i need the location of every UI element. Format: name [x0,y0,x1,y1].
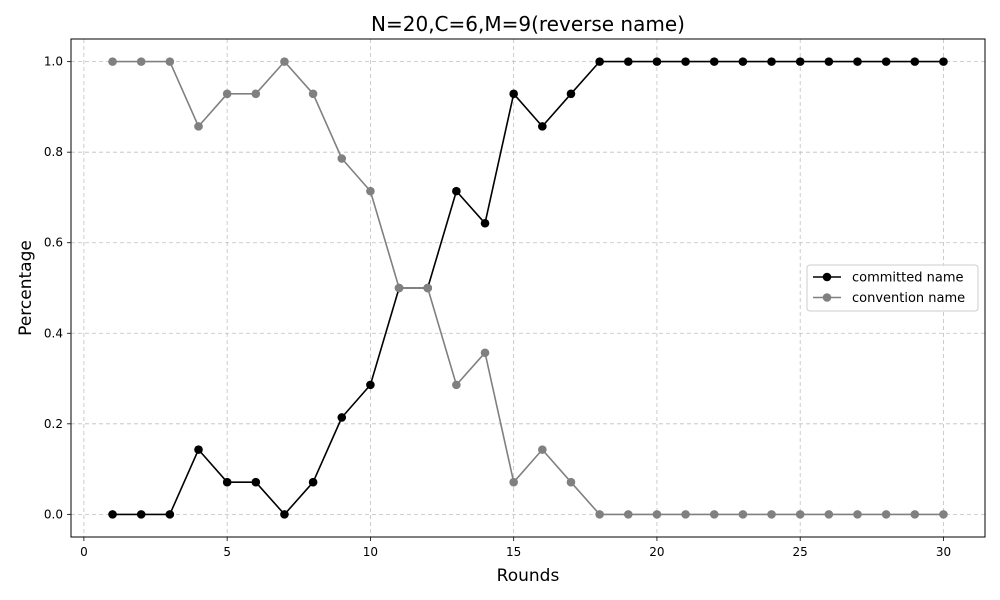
data-point [738,57,748,66]
data-point [538,445,547,454]
x-tick-label: 15 [506,545,521,559]
data-point [910,57,920,66]
legend-label: convention name [852,291,965,306]
x-tick-label: 5 [223,545,231,559]
data-point [738,510,748,519]
series-1 [108,57,948,519]
series-line [112,60,944,516]
axis-ticks: 0 5 10 15 20 25 30 0.0 0.2 0.4 0.6 0.8 1.0 [44,55,951,559]
data-point [566,89,576,99]
y-tick-label: 0.8 [44,145,63,159]
series-line [112,60,944,516]
data-point [767,57,776,66]
grid [71,39,985,537]
data-point [910,510,920,519]
data-point [280,57,289,66]
data-point [108,57,117,66]
data-point [623,510,633,519]
x-tick-label: 10 [363,545,378,559]
x-tick-label: 0 [80,545,88,559]
data-point [652,510,662,519]
data-point [136,510,146,519]
data-point [939,57,948,66]
y-tick-label: 0.0 [44,507,63,521]
data-point [623,57,633,66]
data-point [108,510,117,519]
data-point [337,413,347,422]
y-tick-label: 0.2 [44,417,63,431]
data-point [337,154,347,163]
data-point [939,510,948,519]
data-point [480,348,490,358]
data-point [251,89,261,99]
data-point [595,57,604,66]
legend-box [806,264,979,312]
legend-marker [822,293,832,302]
data-point [452,380,461,390]
y-tick-label: 1.0 [44,55,63,69]
data-point [681,510,690,519]
data-point [881,510,891,519]
data-point [165,510,175,519]
data-point [795,510,805,519]
data-point [853,510,862,519]
data-point [480,218,490,228]
data-point [652,57,662,66]
data-point [308,89,318,99]
series-layer [108,57,948,519]
y-axis-label: Percentage [16,240,36,336]
data-point [824,510,834,519]
data-point [308,477,318,487]
data-point [709,510,719,519]
data-point [824,57,834,66]
data-point [366,380,375,390]
y-tick-label: 0.4 [44,326,63,340]
data-point [681,57,690,66]
data-point [251,477,261,487]
data-point [366,186,375,196]
data-point [538,122,547,131]
data-point [194,445,203,454]
plot-frame [70,38,986,538]
chart-title: N=20,C=6,M=9(reverse name) [371,12,685,36]
data-point [509,477,518,487]
data-point [566,477,576,487]
y-tick-label: 0.6 [44,236,63,250]
legend-label: committed name [852,271,963,286]
data-point [165,57,175,66]
data-point [509,89,518,99]
data-point [423,283,433,293]
x-axis-label: Rounds [497,566,560,586]
data-point [394,283,404,293]
data-point [194,122,203,131]
data-point [709,57,719,66]
legend: committed name convention name [806,264,979,312]
data-point [881,57,891,66]
data-point [795,57,805,66]
data-point [222,477,232,487]
data-point [136,57,146,66]
data-point [222,89,232,99]
data-point [853,57,862,66]
data-point [767,510,776,519]
x-tick-label: 20 [649,545,664,559]
x-tick-label: 30 [936,545,951,559]
legend-marker [822,272,832,282]
data-point [452,186,461,196]
data-point [280,510,289,519]
x-tick-label: 25 [793,545,808,559]
data-point [595,510,604,519]
